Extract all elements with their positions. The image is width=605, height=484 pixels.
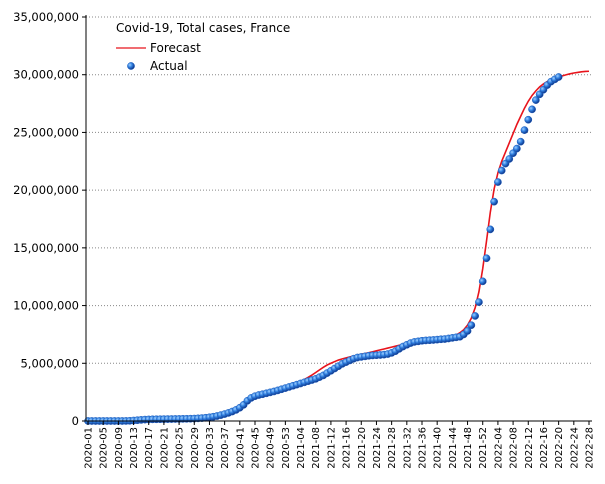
actual-marker <box>505 155 514 163</box>
x-tick-label: 2020-17 <box>144 427 155 469</box>
x-tick-label: 2021-40 <box>433 427 444 469</box>
x-tick-label: 2022-24 <box>569 427 580 469</box>
x-tick-label: 2020-37 <box>220 427 231 469</box>
actual-marker <box>516 137 525 146</box>
actual-marker <box>528 105 536 114</box>
x-tick-label: 2020-25 <box>175 427 186 469</box>
x-tick-label: 2021-48 <box>463 427 474 469</box>
x-tick-label: 2021-52 <box>478 427 489 469</box>
x-tick-label: 2020-01 <box>84 427 95 469</box>
actual-marker <box>467 321 476 330</box>
actual-marker <box>475 298 483 306</box>
x-tick-label: 2022-12 <box>524 427 535 469</box>
x-tick-label: 2021-12 <box>326 427 337 469</box>
x-tick-label: 2021-28 <box>387 427 398 469</box>
x-tick-label: 2020-05 <box>99 427 110 469</box>
actual-marker <box>482 254 491 263</box>
actual-marker <box>497 166 506 175</box>
x-tick-label: 2020-45 <box>251 427 262 469</box>
actual-marker <box>513 144 521 153</box>
actual-marker <box>524 115 533 124</box>
y-tick-label: 35,000,000 <box>13 10 79 24</box>
x-tick-label: 2022-16 <box>539 427 550 469</box>
y-tick-label: 30,000,000 <box>13 68 79 82</box>
x-tick-label: 2022-28 <box>585 427 596 469</box>
legend-marker <box>127 62 135 70</box>
actual-marker <box>490 197 498 206</box>
x-tick-label: 2021-36 <box>418 427 429 469</box>
actual-marker <box>471 312 479 320</box>
x-tick-label: 2020-29 <box>190 427 201 469</box>
x-tick-label: 2020-21 <box>159 427 170 469</box>
x-tick-label: 2020-49 <box>266 427 277 469</box>
x-tick-label: 2020-53 <box>281 427 292 469</box>
actual-marker <box>463 327 472 335</box>
legend-title: Covid-19, Total cases, France <box>116 21 290 35</box>
y-tick-label: 5,000,000 <box>20 356 79 370</box>
x-tick-label: 2021-44 <box>448 427 459 469</box>
actual-marker <box>478 277 487 286</box>
x-tick-label: 2021-04 <box>296 427 307 469</box>
y-tick-label: 10,000,000 <box>13 299 79 313</box>
x-tick-label: 2021-16 <box>342 427 353 469</box>
x-tick-label: 2021-20 <box>357 427 368 469</box>
actual-marker <box>520 126 529 134</box>
legend: Covid-19, Total cases, France Forecast Ac… <box>116 21 290 73</box>
legend-label: Forecast <box>150 41 201 55</box>
actual-marker <box>494 178 502 186</box>
legend-label: Actual <box>150 59 188 73</box>
actual-marker <box>486 225 495 234</box>
y-tick-label: 0 <box>72 414 79 428</box>
x-tick-label: 2021-24 <box>372 427 383 469</box>
x-tick-label: 2020-13 <box>129 427 140 469</box>
x-tick-label: 2022-20 <box>554 427 565 469</box>
x-tick-label: 2020-41 <box>235 427 246 469</box>
x-tick-label: 2022-08 <box>509 427 520 469</box>
x-tick-label: 2020-33 <box>205 427 216 469</box>
y-tick-label: 25,000,000 <box>13 125 79 139</box>
x-tick-label: 2021-08 <box>311 427 322 469</box>
actual-marker <box>532 96 540 104</box>
x-tick-label: 2022-04 <box>493 427 504 469</box>
axes: 0 5,000,000 10,000,000 15,000,000 20,000,000… <box>13 10 595 469</box>
y-tick-label: 20,000,000 <box>13 183 79 197</box>
x-tick-label: 2020-09 <box>114 427 125 469</box>
y-tick-label: 15,000,000 <box>13 241 79 255</box>
actual-marker <box>554 73 563 81</box>
x-tick-label: 2021-32 <box>402 427 413 469</box>
